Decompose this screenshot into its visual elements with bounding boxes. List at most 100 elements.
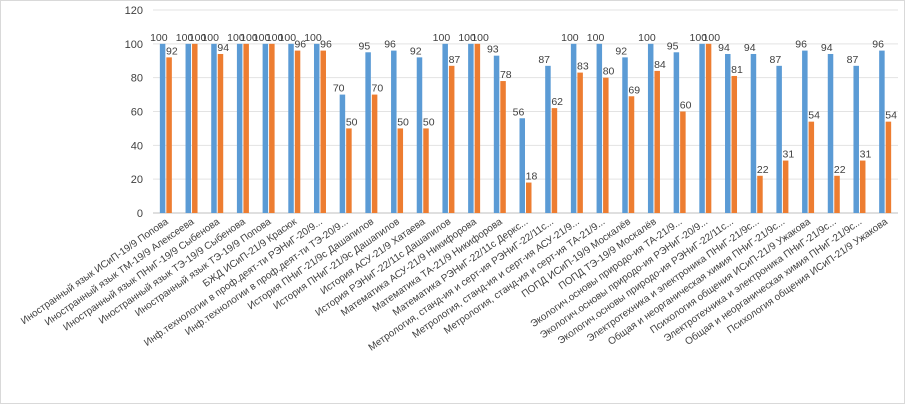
data-label: 100 bbox=[703, 32, 721, 44]
bar-series-2 bbox=[217, 53, 224, 213]
bar-series-2 bbox=[628, 96, 635, 213]
data-label: 69 bbox=[628, 84, 640, 96]
bar-series-1 bbox=[468, 43, 474, 214]
data-label: 92 bbox=[166, 45, 178, 57]
data-label: 100 bbox=[587, 32, 605, 44]
data-label: 95 bbox=[359, 40, 371, 52]
data-label: 100 bbox=[433, 32, 451, 44]
data-label: 100 bbox=[638, 32, 656, 44]
bar-series-1 bbox=[442, 43, 448, 214]
bar-series-2 bbox=[474, 43, 481, 214]
bar-series-1 bbox=[545, 65, 551, 213]
data-label: 84 bbox=[654, 59, 666, 71]
data-label: 93 bbox=[487, 44, 499, 56]
data-label: 78 bbox=[500, 69, 512, 81]
data-label: 100 bbox=[150, 32, 168, 44]
data-label: 87 bbox=[770, 54, 782, 66]
bar-series-2 bbox=[577, 72, 583, 213]
bar-series-1 bbox=[879, 50, 885, 213]
bar-series-2 bbox=[885, 121, 892, 213]
data-label: 60 bbox=[680, 100, 692, 112]
data-labels: 1009210010010094100100100100100961009670… bbox=[150, 32, 897, 183]
data-label: 56 bbox=[513, 106, 525, 118]
bar-series-1 bbox=[776, 65, 782, 213]
bar-series-2 bbox=[423, 128, 429, 213]
bar-series-2 bbox=[192, 43, 198, 214]
data-label: 100 bbox=[266, 32, 284, 44]
y-tick-label: 120 bbox=[125, 5, 143, 17]
bar-series-2 bbox=[500, 81, 506, 213]
bar-series-2 bbox=[294, 50, 301, 213]
bar-series-1 bbox=[622, 57, 628, 213]
bar-series-1 bbox=[211, 43, 217, 214]
data-label: 95 bbox=[667, 40, 679, 52]
data-label: 100 bbox=[189, 32, 207, 44]
bar-series-1 bbox=[416, 57, 423, 213]
data-label: 100 bbox=[279, 32, 297, 44]
data-label: 100 bbox=[253, 32, 271, 44]
data-label: 70 bbox=[372, 83, 384, 95]
bar-series-1 bbox=[673, 52, 680, 213]
bar-series-2 bbox=[654, 70, 660, 214]
data-label: 87 bbox=[449, 54, 461, 66]
bar-series-1 bbox=[493, 55, 500, 213]
data-label: 31 bbox=[783, 149, 795, 161]
bar-series-2 bbox=[397, 128, 404, 213]
bar-series-1 bbox=[519, 118, 525, 213]
bar-series-1 bbox=[647, 43, 654, 214]
data-label: 92 bbox=[615, 45, 627, 57]
data-label: 81 bbox=[731, 64, 743, 76]
bar-series-1 bbox=[365, 52, 371, 213]
bar-series-2 bbox=[166, 57, 172, 213]
bar-series-2 bbox=[782, 160, 789, 213]
bar-series-1 bbox=[159, 43, 166, 214]
data-label: 100 bbox=[458, 32, 476, 44]
data-label: 62 bbox=[551, 96, 563, 108]
bar-series-2 bbox=[731, 75, 738, 213]
bar-series-2 bbox=[371, 94, 378, 213]
bar-series-1 bbox=[827, 53, 834, 213]
bar-series-2 bbox=[269, 43, 275, 214]
bar-series-1 bbox=[725, 53, 731, 213]
bar-series-2 bbox=[551, 108, 558, 213]
bars bbox=[159, 43, 892, 214]
x-axis-labels: Иностранный язык ИСиП-19/9 ПоповаИностра… bbox=[19, 215, 890, 353]
data-label: 100 bbox=[227, 32, 245, 44]
data-label: 94 bbox=[217, 42, 229, 54]
bar-series-1 bbox=[802, 50, 808, 213]
bar-series-1 bbox=[596, 43, 603, 214]
bar-series-1 bbox=[185, 43, 192, 214]
y-tick-label: 0 bbox=[137, 208, 143, 220]
bar-series-1 bbox=[750, 53, 757, 213]
data-label: 50 bbox=[423, 116, 435, 128]
data-label: 100 bbox=[471, 32, 489, 44]
bar-series-2 bbox=[320, 50, 326, 213]
data-label: 96 bbox=[795, 39, 807, 51]
y-tick-label: 40 bbox=[131, 140, 143, 152]
data-label: 96 bbox=[384, 39, 396, 51]
bar-series-1 bbox=[313, 43, 320, 214]
bar-series-2 bbox=[757, 175, 763, 213]
bar-series-2 bbox=[346, 128, 352, 213]
bar-series-2 bbox=[834, 175, 840, 213]
bar-series-2 bbox=[526, 182, 532, 213]
y-tick-label: 20 bbox=[131, 174, 143, 186]
data-label: 54 bbox=[885, 110, 897, 122]
bar-series-1 bbox=[339, 94, 346, 213]
data-label: 31 bbox=[860, 149, 872, 161]
data-label: 50 bbox=[346, 116, 358, 128]
data-label: 22 bbox=[834, 164, 846, 176]
data-label: 94 bbox=[821, 42, 833, 54]
y-tick-label: 100 bbox=[125, 39, 143, 51]
data-label: 96 bbox=[320, 39, 332, 51]
bar-series-2 bbox=[705, 43, 712, 214]
data-label: 54 bbox=[808, 110, 820, 122]
bar-series-2 bbox=[448, 65, 455, 213]
gridlines bbox=[153, 9, 898, 214]
y-tick-label: 60 bbox=[131, 107, 143, 119]
data-label: 22 bbox=[757, 164, 769, 176]
bar-series-1 bbox=[570, 43, 577, 214]
y-axis: 0 20 40 60 80 100 120 bbox=[125, 5, 143, 220]
